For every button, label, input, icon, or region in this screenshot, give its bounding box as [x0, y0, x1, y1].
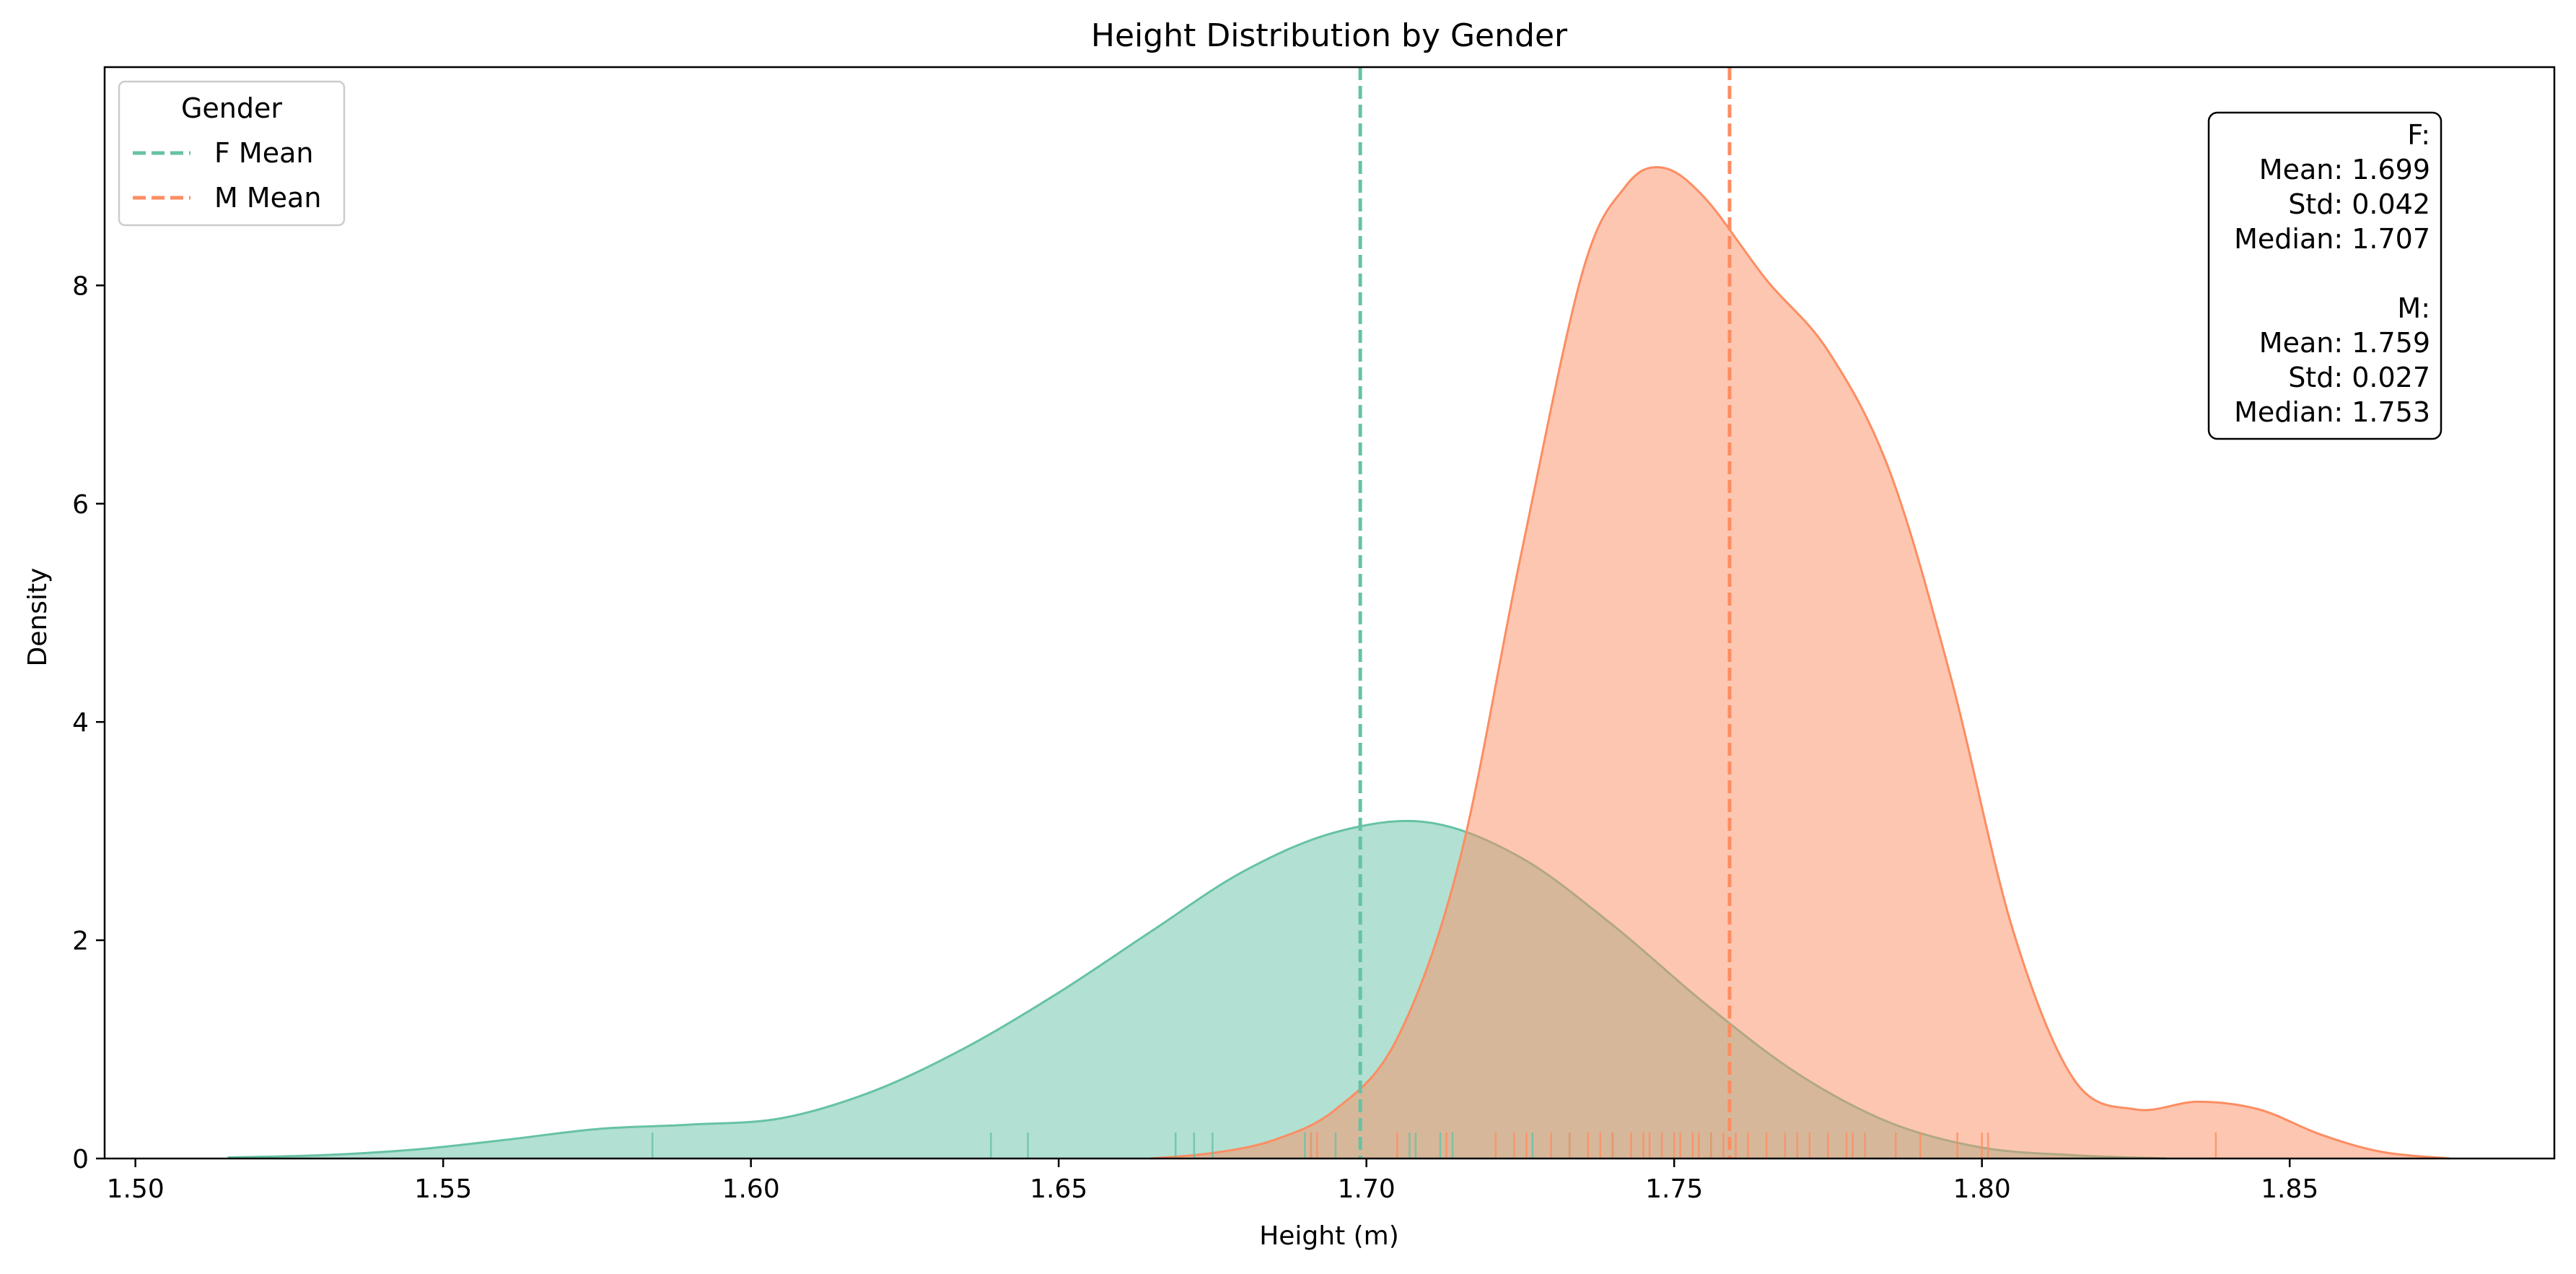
density-area-m	[1151, 167, 2450, 1159]
stats-line: Std: 0.027	[2288, 362, 2430, 393]
legend-m-mean-label: M Mean	[214, 182, 321, 214]
y-tick-label: 8	[72, 271, 89, 301]
stats-annotation: F: Mean: 1.699 Std: 0.042 Median: 1.707 …	[2207, 111, 2443, 440]
x-tick-label: 1.50	[107, 1174, 165, 1204]
y-axis: 0 2 4 6 8	[72, 271, 105, 1174]
stats-line: Mean: 1.759	[2259, 327, 2430, 359]
stats-line: Median: 1.753	[2234, 396, 2430, 428]
x-tick-label: 1.70	[1338, 1174, 1396, 1204]
legend-title: Gender	[181, 92, 282, 124]
density-curve-m	[1150, 166, 2450, 1160]
x-axis-label: Height (m)	[1259, 1221, 1399, 1251]
stats-line: Mean: 1.699	[2259, 154, 2430, 186]
y-tick-label: 2	[72, 927, 89, 956]
stats-annotation-box	[2207, 111, 2443, 440]
plot-frame	[103, 66, 2556, 1160]
x-tick-label: 1.65	[1030, 1174, 1087, 1204]
legend-box	[118, 80, 346, 227]
chart-title: Height Distribution by Gender	[1091, 17, 1568, 54]
stats-line: Std: 0.042	[2288, 188, 2430, 220]
y-axis-label: Density	[23, 568, 53, 667]
stats-line: F:	[2407, 119, 2430, 151]
plot-area	[227, 67, 2450, 1160]
x-tick-label: 1.60	[722, 1174, 780, 1204]
y-tick-label: 0	[72, 1145, 89, 1174]
stats-line: Median: 1.707	[2234, 223, 2430, 255]
stats-line: M:	[2397, 292, 2430, 324]
x-tick-label: 1.75	[1645, 1174, 1703, 1204]
legend: Gender F Mean M Mean	[118, 80, 346, 227]
legend-f-mean-label: F Mean	[214, 137, 313, 169]
y-tick-label: 6	[72, 490, 89, 520]
x-tick-label: 1.55	[414, 1174, 472, 1204]
x-tick-label: 1.80	[1953, 1174, 2011, 1204]
y-tick-label: 4	[72, 708, 89, 738]
x-tick-label: 1.85	[2261, 1174, 2318, 1204]
x-axis: 1.50 1.55 1.60 1.65 1.70 1.75 1.80 1.85	[107, 1159, 2318, 1204]
